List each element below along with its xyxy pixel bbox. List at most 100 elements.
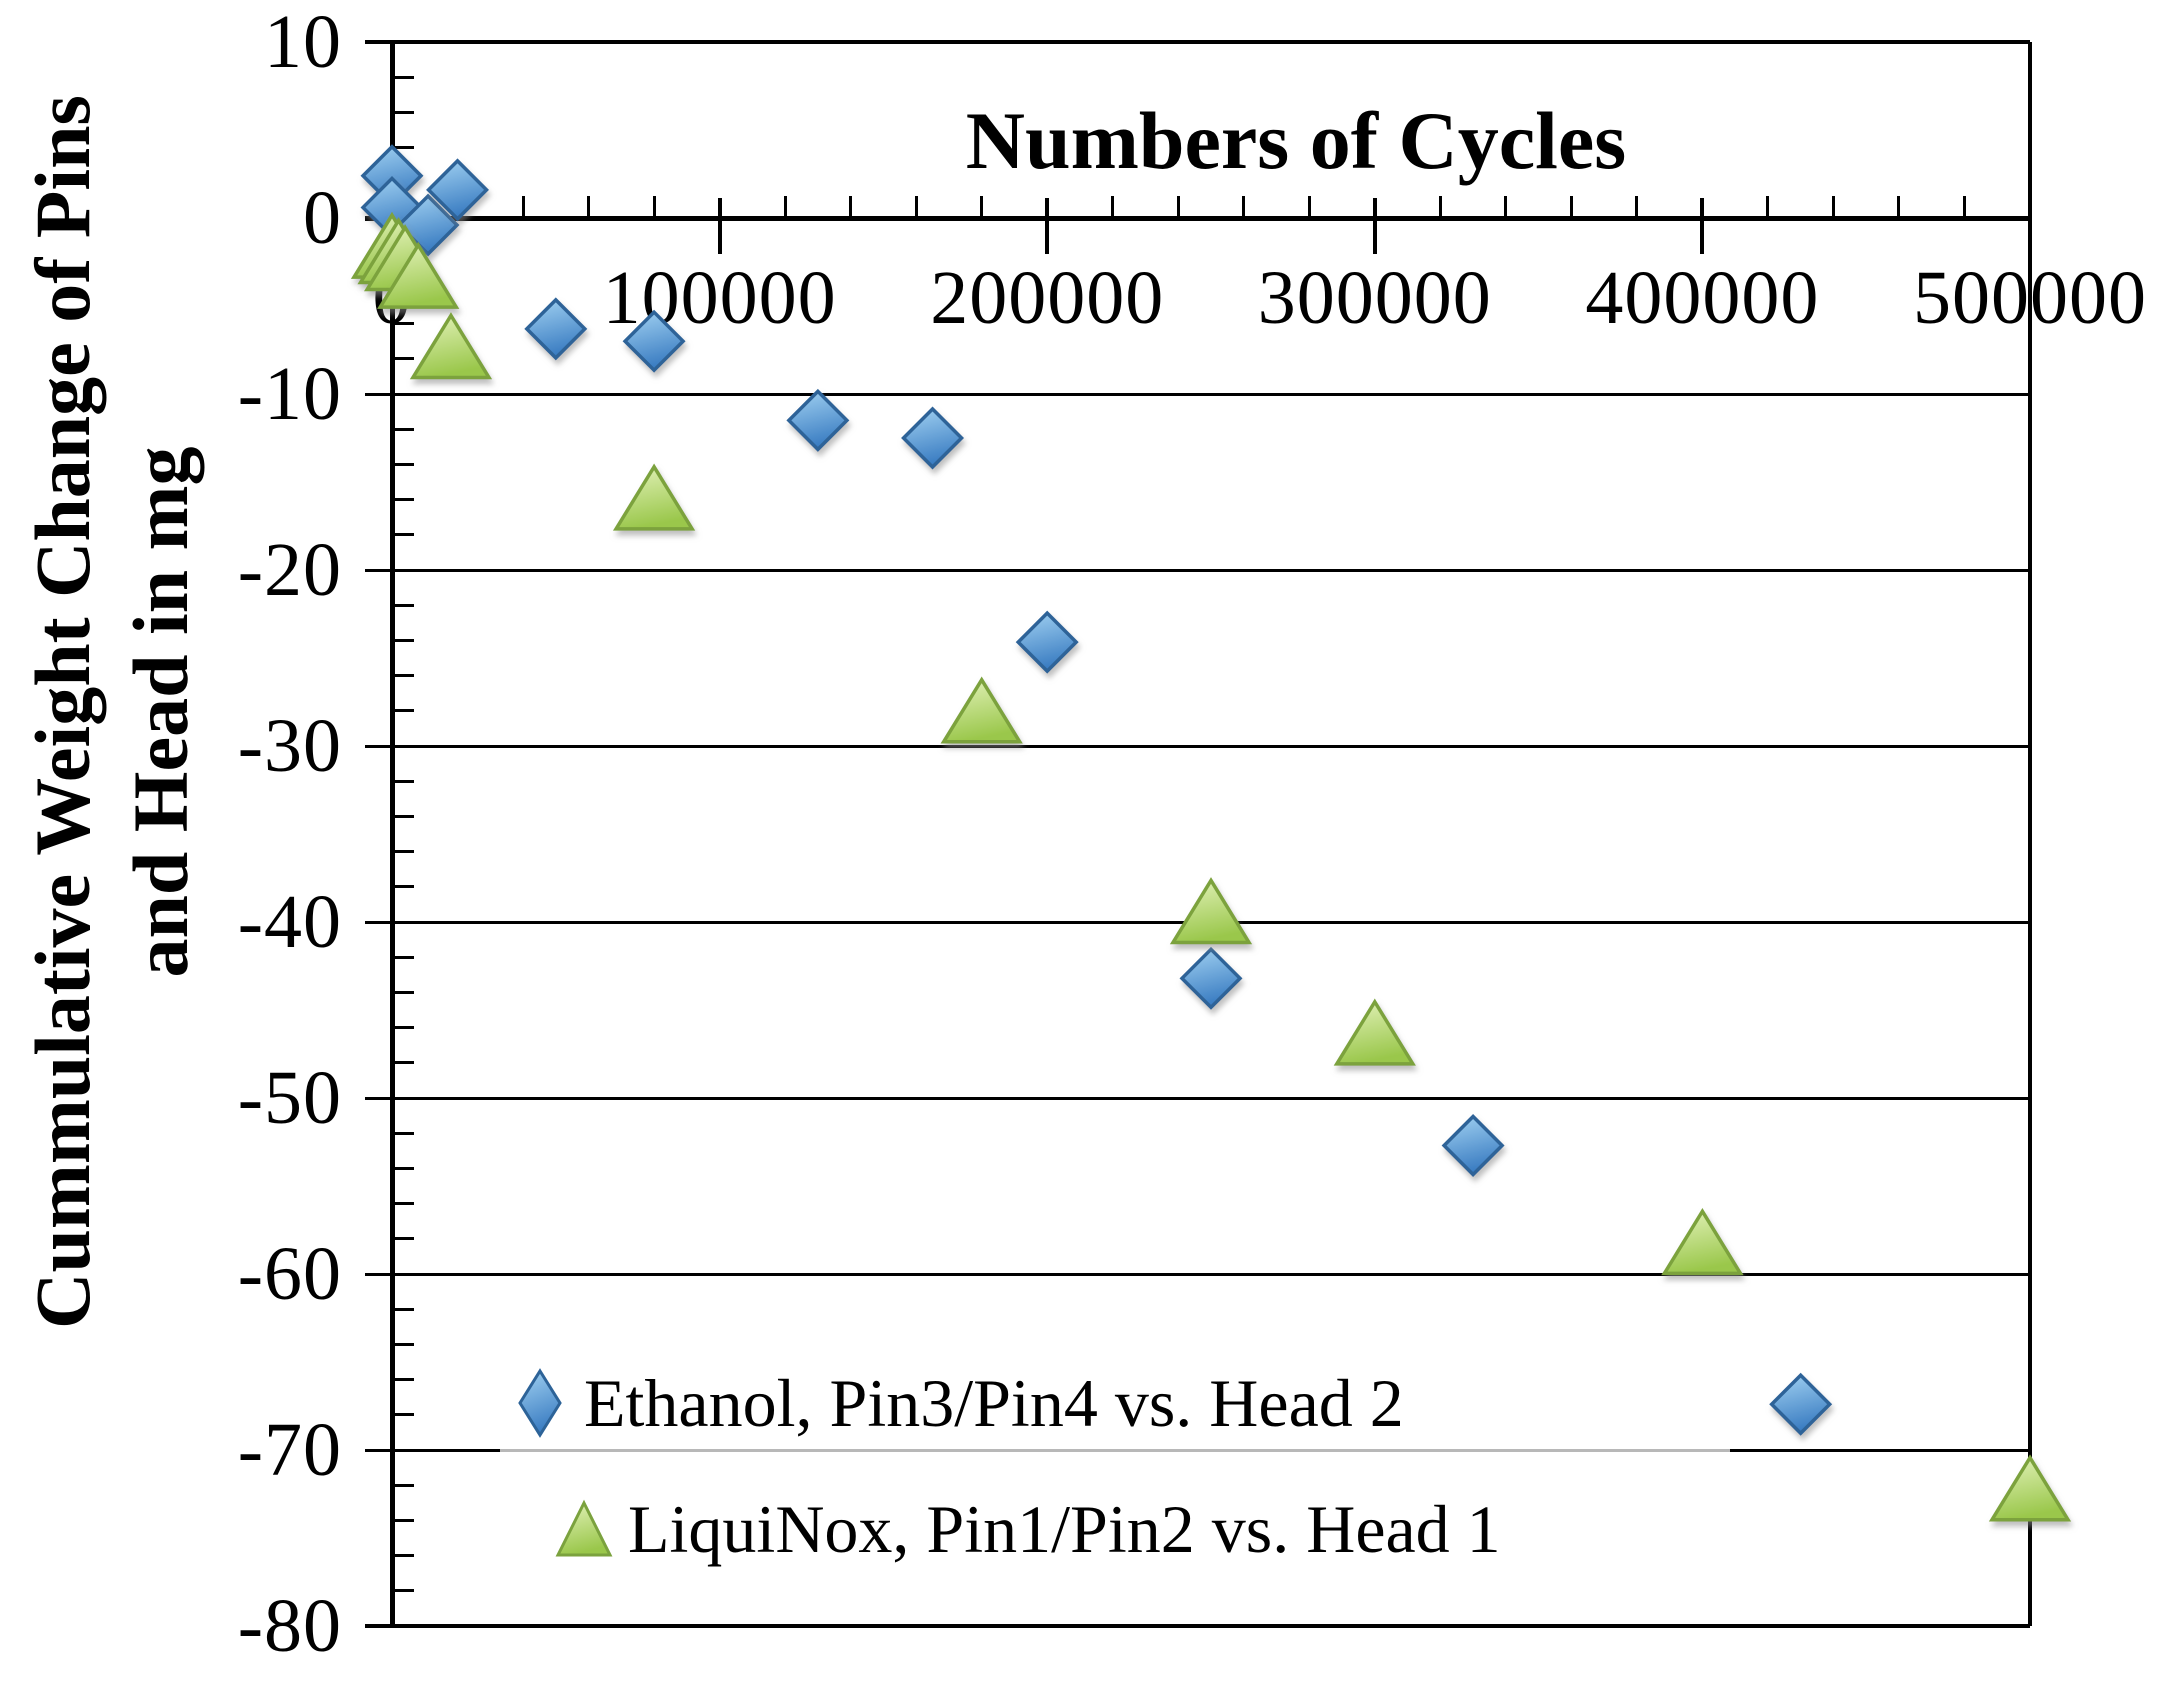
y-minor-tick — [394, 1483, 414, 1487]
x-minor-tick — [1111, 196, 1115, 218]
legend-item-liquinox: LiquiNox, Pin1/Pin2 vs. Head 1 — [554, 1466, 1720, 1592]
y-tick-label: 0 — [303, 176, 342, 260]
y-minor-tick — [394, 357, 414, 361]
x-minor-tick — [1242, 196, 1246, 218]
y-tick-label: -80 — [237, 1584, 342, 1668]
x-minor-tick — [1176, 196, 1180, 218]
y-minor-tick — [394, 1307, 414, 1311]
x-major-tick — [1700, 198, 1705, 254]
x-axis-title: Numbers of Cycles — [965, 95, 1627, 186]
x-minor-tick — [1831, 196, 1835, 218]
y-tick-label: -60 — [237, 1232, 342, 1316]
data-point-triangle — [409, 312, 493, 380]
y-minor-tick — [394, 1237, 414, 1241]
y-minor-tick — [394, 814, 414, 818]
y-tick-label: -50 — [237, 1056, 342, 1140]
x-minor-tick — [980, 196, 984, 218]
x-minor-tick — [1635, 196, 1639, 218]
y-minor-tick — [394, 674, 414, 678]
y-tick-label: 10 — [264, 0, 342, 84]
y-axis-line — [389, 42, 395, 1628]
y-minor-tick — [394, 498, 414, 502]
data-point-triangle — [612, 463, 696, 531]
plot-top-border — [365, 40, 2030, 44]
x-tick-label: 200000 — [930, 256, 1165, 340]
x-minor-tick — [1897, 196, 1901, 218]
gridline — [365, 744, 2030, 748]
x-major-tick — [717, 198, 722, 254]
data-point-diamond — [786, 388, 850, 452]
y-minor-tick — [394, 1131, 414, 1135]
legend: Ethanol, Pin3/Pin4 vs. Head 2 LiquiNox, … — [500, 1336, 1730, 1596]
y-minor-tick — [394, 1342, 414, 1346]
y-minor-tick — [394, 322, 414, 326]
y-minor-tick — [394, 146, 414, 150]
y-axis-title-line2: and Head in mg — [117, 446, 204, 978]
legend-label-ethanol: Ethanol, Pin3/Pin4 vs. Head 2 — [584, 1364, 1404, 1441]
data-point-diamond — [1015, 610, 1079, 674]
y-minor-tick — [394, 1554, 414, 1558]
y-minor-tick — [394, 990, 414, 994]
y-tick-label: -40 — [237, 880, 342, 964]
y-minor-tick — [394, 1378, 414, 1382]
y-minor-tick — [394, 427, 414, 431]
diamond-marker-icon — [510, 1368, 570, 1438]
triangle-marker-icon — [554, 1498, 614, 1560]
x-minor-tick — [521, 196, 525, 218]
y-minor-tick — [394, 1413, 414, 1417]
y-minor-tick — [394, 75, 414, 79]
x-tick-label: 400000 — [1585, 256, 1820, 340]
x-minor-tick — [1438, 196, 1442, 218]
plot-bottom-border — [365, 1624, 2030, 1628]
data-point-triangle — [1333, 998, 1416, 1066]
y-minor-tick — [394, 885, 414, 889]
data-point-diamond — [426, 158, 489, 222]
data-point-triangle — [1988, 1454, 2072, 1522]
y-minor-tick — [394, 1589, 414, 1593]
y-minor-tick — [394, 1061, 414, 1065]
y-minor-tick — [394, 779, 414, 783]
x-minor-tick — [914, 196, 918, 218]
gridline — [365, 1272, 2030, 1276]
x-minor-tick — [1569, 196, 1573, 218]
y-tick-label: -10 — [237, 352, 342, 436]
y-minor-tick — [394, 110, 414, 114]
x-major-tick — [1045, 198, 1050, 254]
y-minor-tick — [394, 709, 414, 713]
legend-item-ethanol: Ethanol, Pin3/Pin4 vs. Head 2 — [510, 1340, 1720, 1466]
gridline — [365, 392, 2030, 396]
y-minor-tick — [394, 1026, 414, 1030]
data-point-triangle — [1169, 877, 1253, 945]
x-major-tick — [2028, 198, 2032, 254]
x-tick-label: 500000 — [1913, 256, 2147, 340]
x-minor-tick — [587, 196, 591, 218]
y-axis-title: Cummulative Weight Change of Pins and He… — [14, 62, 210, 1362]
x-major-tick — [1372, 198, 1377, 254]
x-minor-tick — [783, 196, 787, 218]
x-tick-label: 300000 — [1257, 256, 1492, 340]
data-point-triangle — [1661, 1207, 1744, 1276]
x-minor-tick — [1962, 196, 1966, 218]
data-point-triangle — [940, 676, 1023, 744]
y-minor-tick — [394, 603, 414, 607]
y-tick-label: -20 — [237, 528, 342, 612]
data-point-diamond — [1769, 1372, 1833, 1436]
y-minor-tick — [394, 1202, 414, 1206]
data-point-diamond — [1179, 946, 1243, 1010]
y-tick-label: -70 — [237, 1408, 342, 1492]
x-minor-tick — [1307, 196, 1311, 218]
legend-label-liquinox: LiquiNox, Pin1/Pin2 vs. Head 1 — [628, 1490, 1501, 1567]
gridline — [365, 1096, 2030, 1100]
y-minor-tick — [394, 1518, 414, 1522]
gridline — [365, 568, 2030, 572]
data-point-diamond — [622, 309, 686, 373]
y-minor-tick — [394, 638, 414, 642]
y-tick-label: -30 — [237, 704, 342, 788]
y-minor-tick — [394, 850, 414, 854]
data-point-triangle — [377, 241, 460, 309]
x-minor-tick — [652, 196, 656, 218]
y-minor-tick — [394, 462, 414, 466]
